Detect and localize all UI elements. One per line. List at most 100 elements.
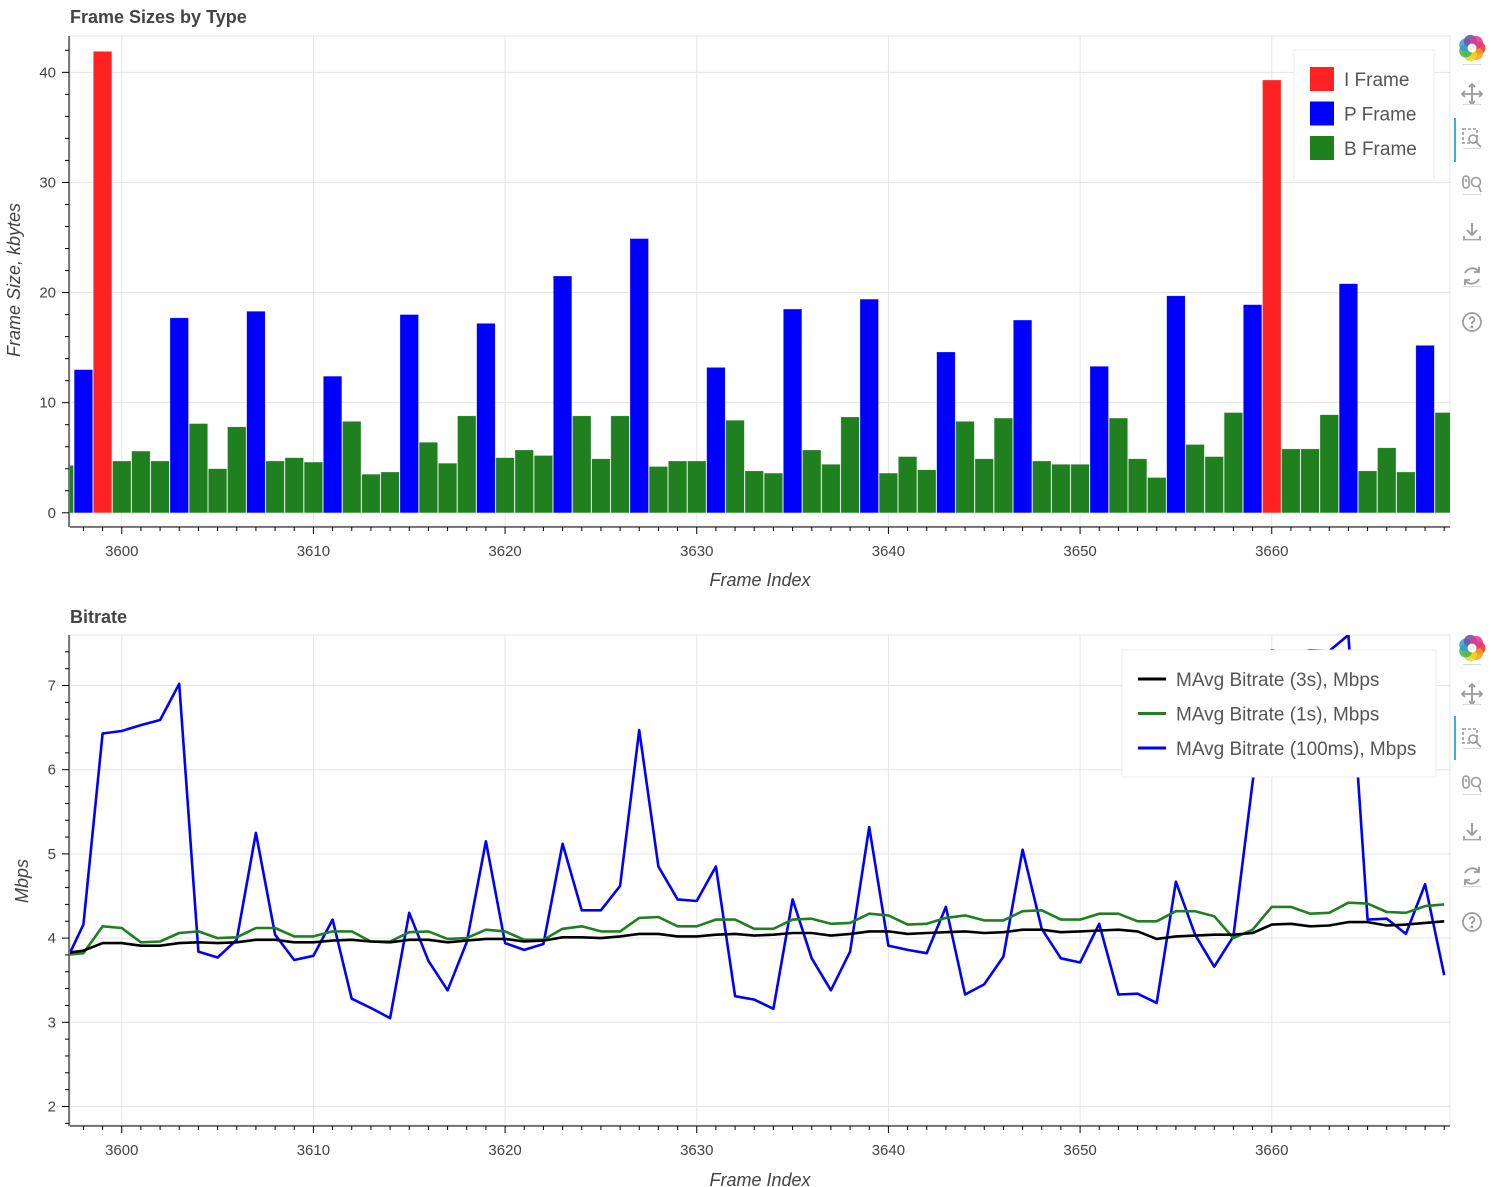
y-tick-label: 2 [48,1098,56,1115]
y-axis-label: Mbps [12,859,32,903]
active-tool-indicator [1454,118,1456,162]
save-icon[interactable] [1458,218,1486,246]
bar [1204,456,1224,514]
y-tick-label: 5 [48,846,56,863]
bar [610,415,630,514]
wheel-zoom-icon[interactable] [1458,770,1486,798]
x-tick-label: 3600 [105,543,138,560]
bar [553,275,573,514]
bar [188,423,208,514]
legend-swatch [1310,101,1334,126]
chart-title: Frame Sizes by Type [70,7,247,27]
bar [1415,345,1435,514]
bar [1051,464,1071,514]
box-zoom-icon[interactable] [1458,124,1486,152]
bar [73,369,93,514]
pan-icon[interactable] [1458,80,1486,108]
x-axis-label: Frame Index [709,1170,811,1187]
help-icon[interactable] [1458,908,1486,936]
reset-icon[interactable] [1458,862,1486,890]
bar [227,426,247,514]
x-tick-label: 3620 [488,543,521,560]
bitrate-chart: Bitrate Frame Index Mbps 3600 3610 3620 363… [12,607,1451,1187]
x-tick-label: 3640 [872,1142,905,1159]
bar [303,461,323,514]
bokeh-logo-icon[interactable] [1458,34,1486,62]
legend-swatch [1310,136,1334,160]
bar [1396,471,1416,514]
lines [70,635,1446,1020]
y-axis-label: Frame Size, kbytes [4,203,24,357]
bokeh-logo-icon[interactable] [1458,634,1486,662]
bar [1070,464,1090,514]
bar [936,351,956,514]
bar [1319,414,1339,514]
bar [495,457,515,514]
bar [342,421,362,514]
toolbar-separator [1463,748,1481,749]
bar [802,449,822,514]
chart-title: Bitrate [70,607,127,627]
legend-label: MAvg Bitrate (100ms), Mbps [1176,739,1416,760]
x-tick-label: 3650 [1063,543,1096,560]
y-tick-label: 40 [39,64,56,81]
legend: MAvg Bitrate (3s), Mbps MAvg Bitrate (1s)… [1121,649,1437,778]
legend-label: I Frame [1344,70,1409,91]
bar [648,466,668,514]
y-tick-label: 10 [39,395,56,412]
grid-lines [70,36,1450,526]
bar [1128,458,1148,514]
bar [840,416,860,514]
x-tick-label: 3620 [488,1142,521,1159]
toolbar-separator [1463,240,1481,241]
bar [744,470,764,514]
bar [687,460,707,514]
toolbar-separator [1463,194,1481,195]
x-tick-label: 3660 [1255,1142,1288,1159]
bar [1434,412,1450,514]
bar [246,311,266,514]
bar [1377,447,1397,514]
bar [1166,295,1186,514]
legend-label: MAvg Bitrate (1s), Mbps [1176,705,1379,726]
x-tick-label: 3630 [680,543,713,560]
bar [208,468,228,514]
legend-swatch [1310,67,1334,91]
bars [70,51,1450,514]
x-tick-label: 3650 [1063,1142,1096,1159]
save-icon[interactable] [1458,818,1486,846]
bar [974,458,994,514]
bar [993,417,1013,514]
toolbar-separator [1463,286,1481,287]
wheel-zoom-icon[interactable] [1458,170,1486,198]
x-tick-label: 3610 [297,543,330,560]
reset-icon[interactable] [1458,262,1486,290]
bar [572,415,592,514]
bar [533,455,553,514]
x-tick-label: 3610 [297,1142,330,1159]
bar [1013,319,1033,514]
help-icon[interactable] [1458,308,1486,336]
active-tool-indicator [1454,716,1456,760]
bar [668,460,688,514]
bar [323,375,343,514]
series-b-frame [70,412,1450,514]
y-tick-label: 3 [48,1014,56,1031]
bar [361,473,381,514]
y-tick-label: 30 [39,174,56,191]
bar [284,457,304,514]
bar [1032,460,1052,514]
legend-label: P Frame [1344,105,1417,126]
bar [70,465,74,514]
toolbar-separator [1463,704,1481,705]
frame-size-chart: Frame Sizes by Type Frame Index Frame Si… [4,7,1451,590]
bitrate-plot: Bitrate Frame Index Mbps 3600 3610 3620 363… [0,598,1491,1187]
box-zoom-icon[interactable] [1458,724,1486,752]
bar [706,367,726,514]
legend: I Frame P Frame B Frame [1293,49,1435,182]
toolbar-separator [1463,794,1481,795]
bar [1281,448,1301,514]
y-tick-label: 7 [48,678,56,695]
bar [629,238,649,514]
y-tick-label: 6 [48,762,56,779]
